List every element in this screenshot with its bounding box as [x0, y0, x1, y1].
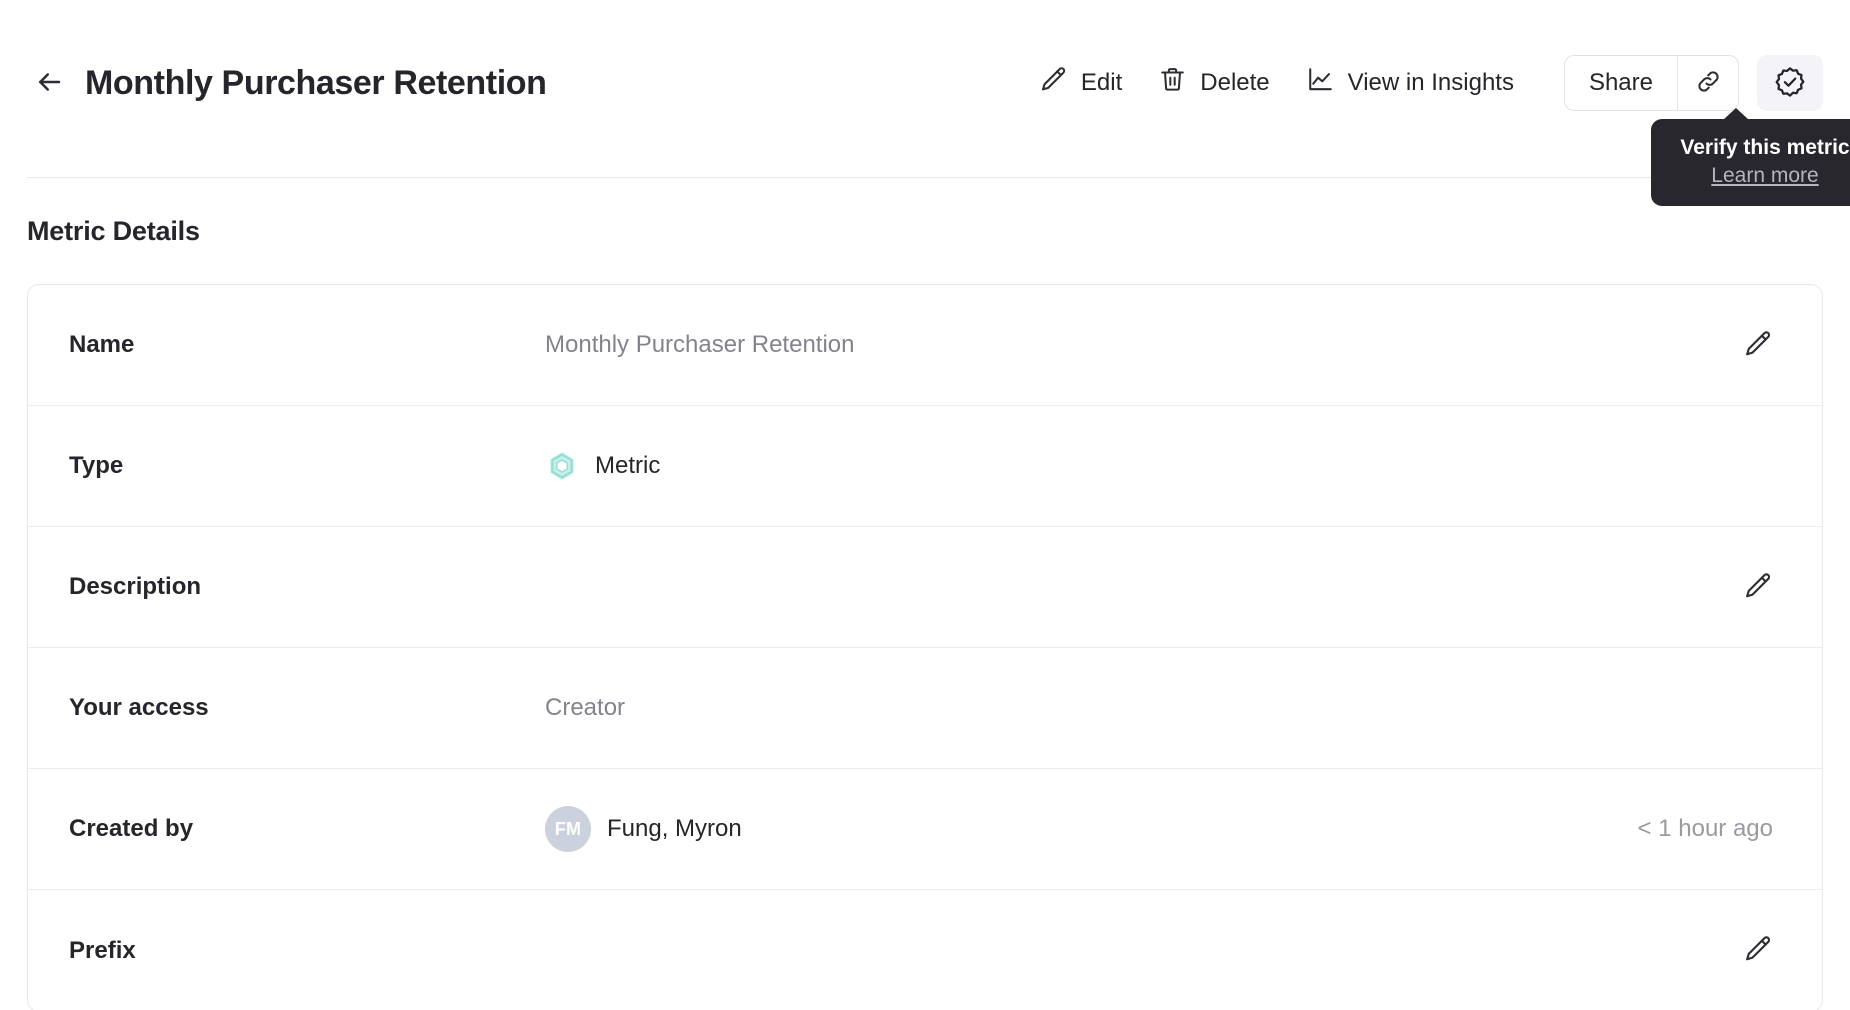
avatar: FM — [545, 806, 591, 852]
table-row-created-by: Created by FM Fung, Myron < 1 hour ago — [28, 769, 1822, 890]
line-chart-icon — [1306, 65, 1335, 101]
row-label: Prefix — [69, 936, 136, 964]
row-label: Name — [69, 331, 135, 358]
name-value: Monthly Purchaser Retention — [545, 331, 855, 358]
share-button[interactable]: Share — [1563, 55, 1677, 111]
table-row-type: Type Metric — [28, 406, 1822, 527]
table-row-name: Name Monthly Purchaser Retention — [28, 285, 1822, 406]
created-at-timestamp: < 1 hour ago — [1637, 815, 1773, 842]
verify-metric-button[interactable] — [1757, 55, 1823, 111]
pencil-icon — [1039, 65, 1068, 101]
row-label: Your access — [69, 694, 209, 721]
view-in-insights-button[interactable]: View in Insights — [1288, 56, 1532, 110]
table-row-your-access: Your access Creator — [28, 648, 1822, 769]
pencil-icon — [1743, 934, 1773, 967]
created-by-value: Fung, Myron — [607, 815, 742, 842]
edit-description-button[interactable] — [1733, 562, 1783, 612]
verified-badge-icon — [1773, 65, 1807, 102]
your-access-value: Creator — [545, 694, 626, 721]
row-value: Creator — [545, 694, 1783, 722]
row-value: Metric — [545, 449, 1783, 483]
table-row-description: Description — [28, 527, 1822, 648]
row-value: Monthly Purchaser Retention — [545, 331, 1733, 359]
section-title: Metric Details — [27, 216, 200, 246]
page-title: Monthly Purchaser Retention — [85, 63, 547, 102]
edit-prefix-button[interactable] — [1733, 926, 1783, 976]
row-value: FM Fung, Myron — [545, 806, 1638, 852]
verify-metric-wrapper: Verify this metric Learn more — [1651, 55, 1850, 207]
pencil-icon — [1743, 571, 1773, 604]
view-in-insights-label: View in Insights — [1347, 69, 1514, 96]
row-label: Type — [69, 452, 124, 479]
main-content: Metric Details Name Monthly Purchaser Re… — [0, 216, 1850, 1010]
delete-button[interactable]: Delete — [1140, 56, 1287, 110]
header-toolbar: Edit Delete — [1021, 55, 1850, 207]
share-button-group: Share — [1563, 55, 1739, 111]
back-button[interactable] — [27, 61, 71, 105]
type-value: Metric — [595, 452, 661, 479]
metric-hexagon-icon — [545, 449, 579, 483]
tooltip-title: Verify this metric — [1680, 136, 1850, 159]
table-row-prefix: Prefix — [28, 890, 1822, 1010]
row-label: Description — [69, 573, 202, 600]
copy-link-button[interactable] — [1677, 55, 1739, 111]
edit-name-button[interactable] — [1733, 320, 1783, 370]
page-header: Monthly Purchaser Retention Edit — [0, 0, 1850, 207]
pencil-icon — [1743, 329, 1773, 362]
header-divider — [27, 177, 1823, 178]
metric-details-card: Name Monthly Purchaser Retention Type — [27, 284, 1823, 1010]
trash-icon — [1158, 65, 1187, 101]
tooltip-learn-more-link[interactable]: Learn more — [1711, 164, 1819, 188]
edit-button-label: Edit — [1080, 69, 1123, 96]
row-label: Created by — [69, 815, 194, 842]
delete-button-label: Delete — [1200, 69, 1270, 96]
verify-metric-tooltip: Verify this metric Learn more — [1651, 107, 1850, 207]
edit-button[interactable]: Edit — [1021, 56, 1140, 110]
link-icon — [1695, 68, 1722, 98]
arrow-left-icon — [34, 67, 64, 100]
